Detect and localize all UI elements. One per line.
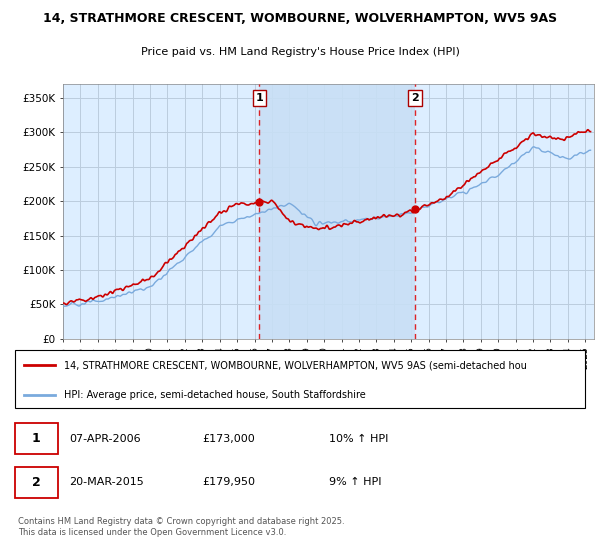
Text: 9% ↑ HPI: 9% ↑ HPI xyxy=(329,478,382,487)
Text: 20-MAR-2015: 20-MAR-2015 xyxy=(70,478,145,487)
Text: 10% ↑ HPI: 10% ↑ HPI xyxy=(329,433,388,444)
Text: 2: 2 xyxy=(32,476,41,489)
FancyBboxPatch shape xyxy=(15,467,58,498)
FancyBboxPatch shape xyxy=(15,423,58,454)
Text: 14, STRATHMORE CRESCENT, WOMBOURNE, WOLVERHAMPTON, WV5 9AS (semi-detached hou: 14, STRATHMORE CRESCENT, WOMBOURNE, WOLV… xyxy=(64,360,527,370)
FancyBboxPatch shape xyxy=(15,351,585,408)
Text: 1: 1 xyxy=(32,432,41,445)
Bar xyxy=(259,84,415,339)
Text: 1: 1 xyxy=(256,93,263,103)
Text: Price paid vs. HM Land Registry's House Price Index (HPI): Price paid vs. HM Land Registry's House … xyxy=(140,48,460,58)
Text: 2: 2 xyxy=(411,93,419,103)
Text: £179,950: £179,950 xyxy=(202,478,255,487)
Text: HPI: Average price, semi-detached house, South Staffordshire: HPI: Average price, semi-detached house,… xyxy=(64,390,365,400)
Text: 07-APR-2006: 07-APR-2006 xyxy=(70,433,141,444)
Text: Contains HM Land Registry data © Crown copyright and database right 2025.
This d: Contains HM Land Registry data © Crown c… xyxy=(18,517,344,536)
Text: 14, STRATHMORE CRESCENT, WOMBOURNE, WOLVERHAMPTON, WV5 9AS: 14, STRATHMORE CRESCENT, WOMBOURNE, WOLV… xyxy=(43,12,557,25)
Text: £173,000: £173,000 xyxy=(202,433,255,444)
